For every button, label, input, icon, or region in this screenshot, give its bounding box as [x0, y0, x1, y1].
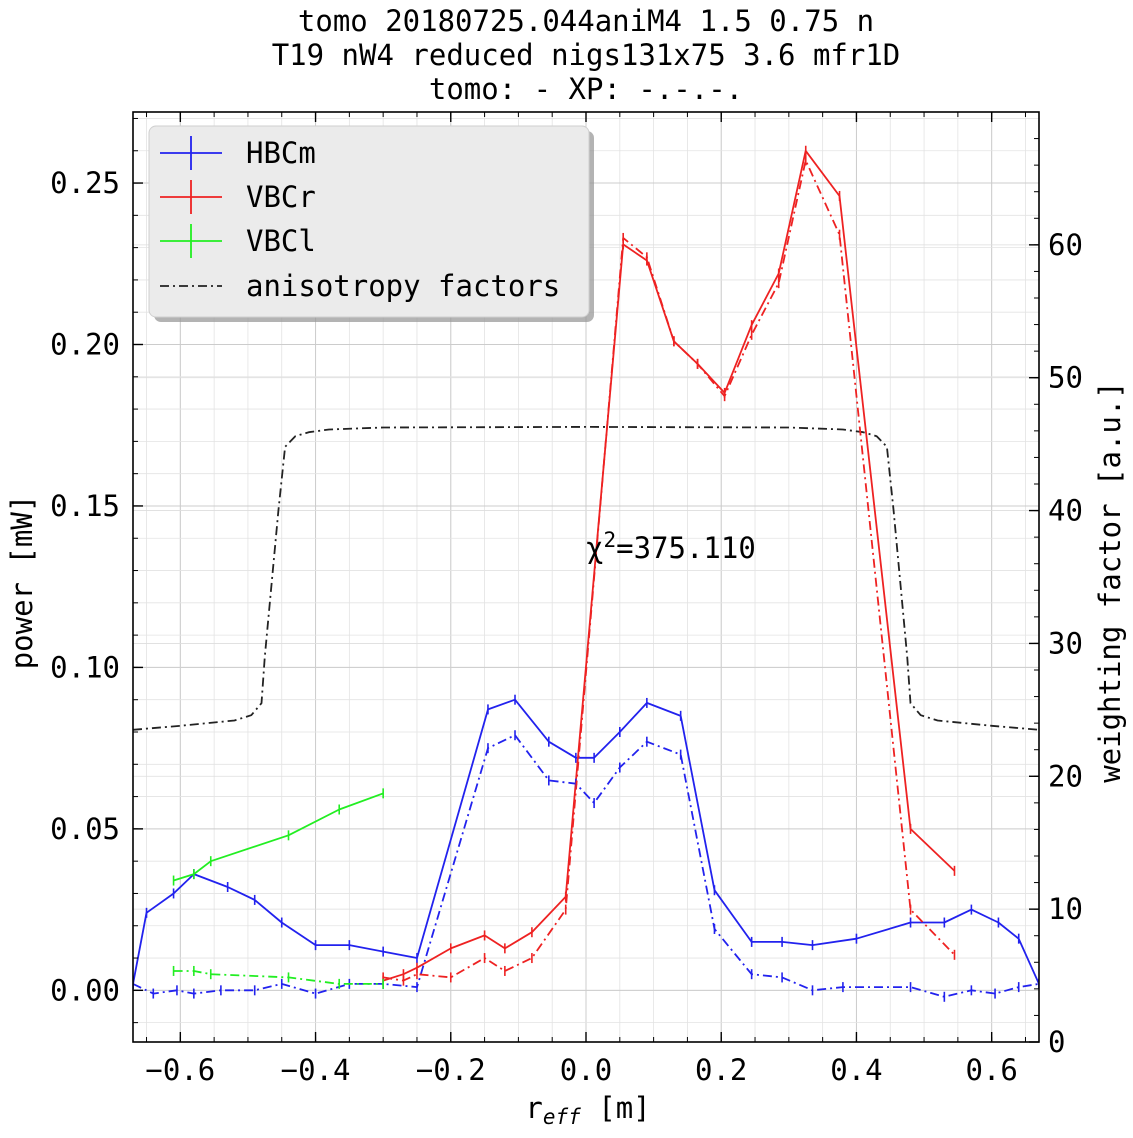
y-tick-label: 0.00: [50, 973, 120, 1007]
chi-superscript: 2: [603, 528, 616, 552]
x-tick-label: −0.2: [416, 1053, 486, 1087]
x-tick-label: 0.0: [560, 1053, 612, 1087]
y2-tick-label: 60: [1048, 228, 1083, 262]
legend-entry-anisotropy: anisotropy factors: [160, 269, 560, 303]
title-line-2: T19 nW4 reduced nigs131x75 3.6 mfr1D: [272, 38, 901, 72]
series-line-model-fit-6: [173, 970, 384, 985]
series-group: [133, 145, 1039, 1002]
x-axis-label-unit: [m]: [581, 1091, 651, 1125]
y-tick-label: 0.10: [50, 650, 120, 684]
y-tick-label: 0.20: [50, 328, 120, 362]
series-line-model-fit-4: [133, 734, 1039, 998]
x-tick-label: 0.4: [830, 1053, 882, 1087]
y-tick-label: 0.15: [50, 489, 120, 523]
tick-layer: −0.6 −0.4 −0.2 0.0 0.2 0.4 0.6 0.00 0.05 0.10 0.15…: [50, 112, 1083, 1087]
y2-tick-label: 50: [1048, 361, 1083, 395]
y2-tick-label: 40: [1048, 494, 1083, 528]
x-tick-label: −0.6: [145, 1053, 215, 1087]
title-line-3: tomo: - XP: -.-.-.: [429, 72, 743, 106]
legend-entry-hbcm: HBCm: [160, 136, 316, 170]
x-axis-label-main: r: [525, 1091, 542, 1125]
legend-entry-vbcr: VBCr: [160, 180, 316, 214]
legend: HBCm VBCr VBCl anisotropy factors: [148, 125, 594, 322]
y-tick-label: 0.05: [50, 812, 120, 846]
series-line-anisotropy-factors: [133, 425, 1039, 731]
title-line-1: tomo 20180725.044aniM4 1.5 0.75 n: [298, 4, 874, 38]
x-tick-label: −0.4: [281, 1053, 351, 1087]
legend-entry-vbcl: VBCl: [160, 224, 316, 258]
y2-tick-label: 0: [1048, 1025, 1065, 1059]
y-axis-label: power [mW]: [5, 495, 39, 670]
series-layer: [133, 145, 1039, 1002]
x-axis-label-subscript: eff: [543, 1105, 581, 1129]
legend-label-vbcl: VBCl: [246, 224, 316, 258]
y-tick-label: 0.25: [50, 166, 120, 200]
legend-label-anisotropy: anisotropy factors: [246, 269, 560, 303]
series-line-vbcl: [173, 792, 384, 882]
chi-symbol: χ: [586, 531, 603, 565]
series-line-hbcm: [133, 698, 1039, 985]
y2-tick-label: 30: [1048, 626, 1083, 660]
chi-square-annotation: χ2=375.110: [586, 528, 756, 565]
chi-value: =375.110: [616, 531, 756, 565]
y2-axis-label: weighting factor [a.u.]: [1093, 381, 1127, 783]
legend-label-vbcr: VBCr: [246, 180, 316, 214]
y2-tick-label: 20: [1048, 759, 1083, 793]
x-axis-label: reff [m]: [525, 1091, 650, 1129]
x-tick-label: 0.6: [965, 1053, 1017, 1087]
chart-title: tomo 20180725.044aniM4 1.5 0.75 n T19 nW…: [272, 4, 901, 106]
legend-box: [148, 125, 590, 318]
x-tick-label: 0.2: [695, 1053, 747, 1087]
legend-label-hbcm: HBCm: [246, 136, 316, 170]
y2-tick-label: 10: [1048, 892, 1083, 926]
